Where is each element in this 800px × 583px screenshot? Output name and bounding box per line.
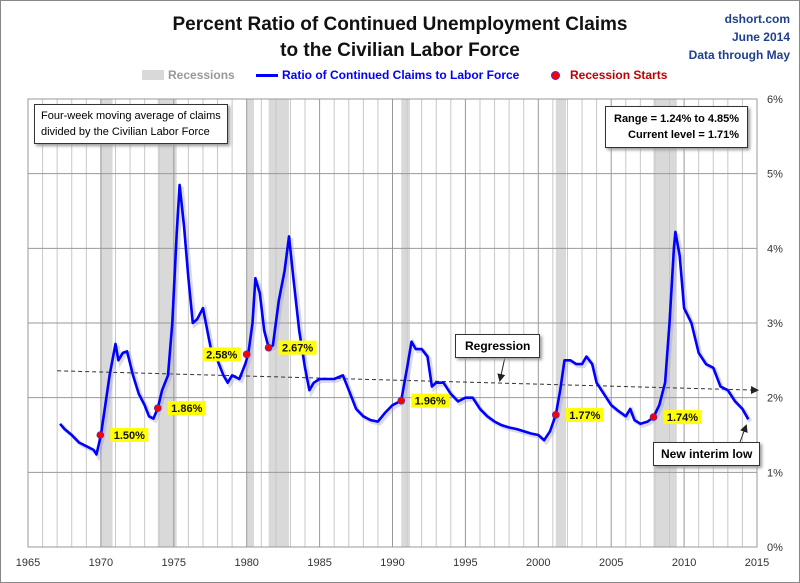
- recession-start-marker: [397, 396, 406, 405]
- range-text: Range = 1.24% to 4.85%: [614, 113, 740, 125]
- recession-start-marker: [153, 404, 162, 412]
- new-low-arrow: [739, 424, 748, 443]
- source: dshort.com: [724, 12, 790, 26]
- source-info: dshort.com June 2014 Data through May: [689, 10, 790, 64]
- recession-start-label: 1.77%: [569, 410, 600, 422]
- recession-start-label: 1.86%: [171, 403, 202, 415]
- y-tick-label: 4%: [767, 243, 783, 255]
- series-line: [59, 183, 750, 456]
- y-tick-label: 1%: [767, 467, 783, 479]
- description-note: Four-week moving average of claims divid…: [34, 104, 228, 144]
- plot-border: [27, 98, 758, 548]
- recession-start-label: 1.50%: [114, 430, 145, 442]
- recession-start-marker: [649, 413, 658, 421]
- x-tick-label: 1980: [234, 557, 258, 569]
- recession-start-label: 2.67%: [282, 343, 313, 355]
- y-tick-label: 2%: [767, 393, 783, 405]
- y-tick-label: 0%: [767, 542, 783, 554]
- note-line: Four-week moving average of claims: [41, 110, 221, 122]
- recession-start-label: 1.74%: [667, 412, 698, 424]
- chart-title: Percent Ratio of Continued Unemployment …: [150, 12, 650, 64]
- legend-label: Recessions: [168, 68, 235, 82]
- recession-start-label-bg: [278, 340, 317, 355]
- marker-swatch: [551, 70, 560, 80]
- recession-start-marker: [264, 343, 273, 352]
- recession-start-label: 2.58%: [206, 349, 237, 361]
- x-tick-label: 2015: [745, 557, 769, 569]
- current-level: Current level = 1.71%: [628, 129, 740, 141]
- x-tick-label: 1970: [89, 557, 113, 569]
- y-tick-label: 6%: [767, 94, 783, 106]
- recession-start-marker: [96, 431, 105, 439]
- title-line-2: to the Civilian Labor Force: [280, 40, 520, 61]
- x-tick-label: 1965: [16, 557, 40, 569]
- recession-start-marker: [551, 411, 560, 419]
- x-tick-label: 1990: [380, 557, 404, 569]
- legend-series: Ratio of Continued Claims to Labor Force: [256, 68, 519, 82]
- regression-line: [57, 370, 759, 395]
- regression-callout-arrow: [497, 356, 506, 382]
- y-tick-label: 3%: [767, 318, 783, 330]
- recession-start-label-bg: [110, 428, 149, 442]
- x-tick-label: 1995: [453, 557, 477, 569]
- legend-starts: Recession Starts: [551, 68, 667, 82]
- legend-label: Recession Starts: [570, 68, 668, 82]
- series-swatch: [256, 73, 278, 77]
- note-line: divided by the Civilian Labor Force: [41, 126, 210, 138]
- data-through: Data through May: [688, 48, 790, 62]
- x-tick-label: 2005: [599, 557, 623, 569]
- recession-start-marker: [242, 350, 251, 359]
- y-tick-label: 5%: [767, 169, 783, 181]
- recession-start-label-bg: [663, 410, 702, 425]
- recession-start-label-bg: [202, 347, 241, 362]
- regression-callout: Regression: [455, 334, 541, 358]
- range-note: Range = 1.24% to 4.85% Current level = 1…: [605, 106, 749, 148]
- x-tick-label: 2000: [526, 557, 550, 569]
- date: June 2014: [731, 30, 790, 44]
- recession-start-label-bg: [167, 401, 206, 416]
- x-tick-label: 1985: [307, 557, 331, 569]
- recession-start-label-bg: [411, 393, 450, 408]
- x-tick-label: 1975: [162, 557, 186, 569]
- recession-start-label: 1.96%: [415, 396, 446, 408]
- recession-swatch: [142, 70, 164, 80]
- recession-start-label-bg: [565, 407, 604, 422]
- x-tick-label: 2010: [672, 557, 696, 569]
- new-low-callout: New interim low: [653, 442, 761, 466]
- legend-label: Ratio of Continued Claims to Labor Force: [282, 68, 520, 82]
- title-line-1: Percent Ratio of Continued Unemployment …: [172, 14, 628, 35]
- legend-recessions: Recessions: [142, 68, 235, 82]
